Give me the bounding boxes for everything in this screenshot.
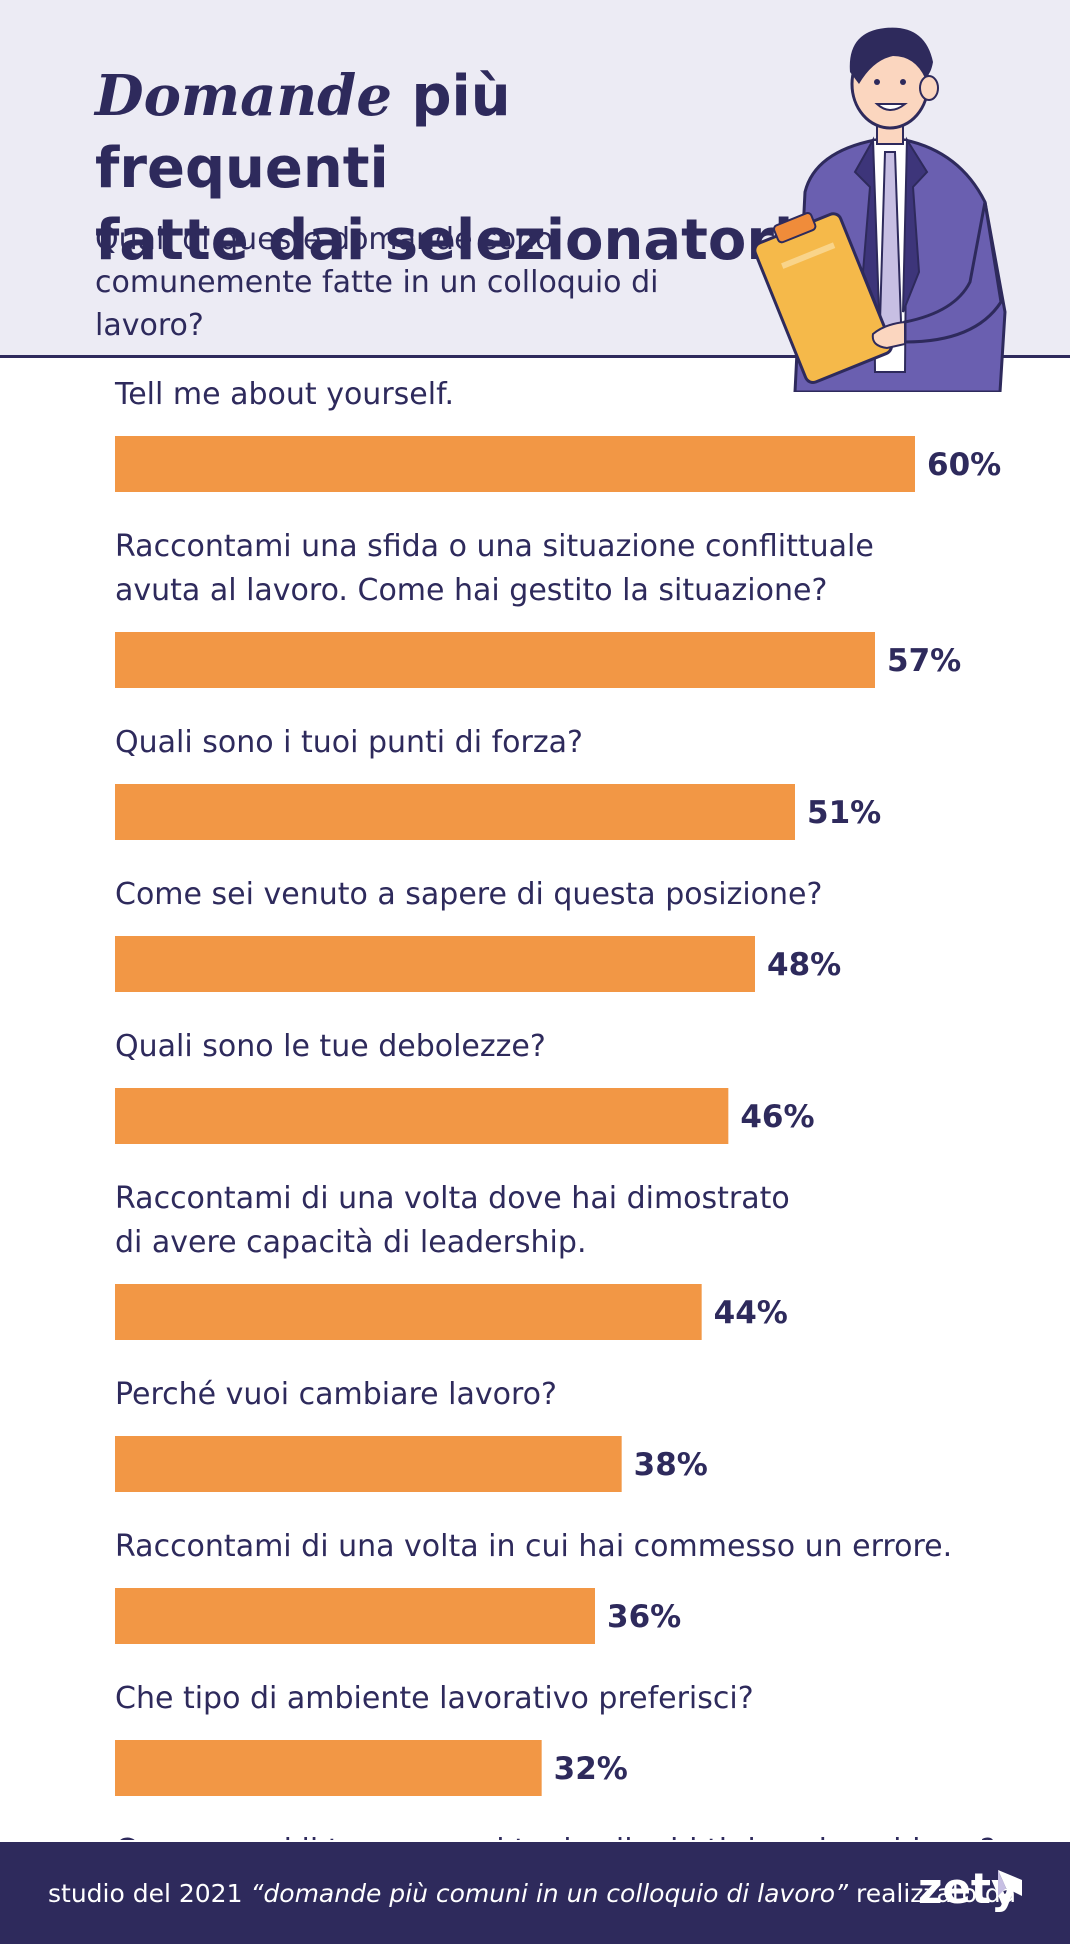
bar	[115, 632, 875, 688]
value-label: 46%	[740, 1099, 814, 1135]
category-label: Raccontami una sfida o una situazione co…	[115, 529, 874, 564]
source-note-suffix: realizzato da	[848, 1879, 1017, 1908]
value-label: 32%	[554, 1751, 628, 1787]
bar	[115, 1088, 729, 1144]
bar	[115, 784, 795, 840]
title-emphasis: Domande	[95, 63, 392, 129]
businessman-with-clipboard-icon	[755, 27, 1007, 392]
title-line2: fatte dai selezionatori	[95, 208, 794, 273]
category-label: avuta al lavoro. Come hai gestito la sit…	[115, 573, 827, 608]
header: Domande più frequenti fatte dai selezion…	[0, 0, 1070, 392]
category-label: Quali sono le tue debolezze?	[115, 1029, 546, 1064]
bar	[115, 1740, 542, 1796]
value-label: 48%	[767, 947, 841, 983]
bar	[115, 936, 755, 992]
source-note-prefix: studio del 2021	[48, 1879, 251, 1908]
category-label: Raccontami di una volta in cui hai comme…	[115, 1529, 952, 1564]
value-label: 51%	[807, 795, 881, 831]
category-label: Tell me about yourself.	[114, 377, 454, 412]
value-label: 38%	[634, 1447, 708, 1483]
bar	[115, 1284, 702, 1340]
source-note: studio del 2021 “domande più comuni in u…	[48, 1879, 1016, 1909]
category-label: Raccontami di una volta dove hai dimostr…	[115, 1181, 790, 1216]
category-label: Quali sono i tuoi punti di forza?	[115, 725, 583, 760]
category-label: Che tipo di ambiente lavorativo preferis…	[115, 1681, 754, 1716]
zety-logo-icon	[998, 1870, 1022, 1896]
bar	[115, 436, 915, 492]
category-label: Come sei venuto a sapere di questa posiz…	[115, 877, 822, 912]
value-label: 36%	[607, 1599, 681, 1635]
category-label: Perché vuoi cambiare lavoro?	[115, 1377, 557, 1412]
subtitle: Quali di queste domande sono comunemente…	[95, 222, 659, 343]
value-label: 60%	[927, 447, 1001, 483]
bar	[115, 1588, 595, 1644]
bar-chart-svg: Tell me about yourself. 60% Raccontami una…	[114, 377, 1001, 1840]
category-label: Come pensi il tuo capo e i tuoi colleghi…	[115, 1833, 996, 1840]
page-title: Domande più frequenti fatte dai selezion…	[95, 60, 795, 277]
footer: studio del 2021 “domande più comuni in u…	[0, 1842, 1070, 1944]
value-label: 57%	[887, 643, 961, 679]
bar	[115, 1436, 622, 1492]
value-label: 44%	[714, 1295, 788, 1331]
category-label: di avere capacità di leadership.	[115, 1225, 586, 1260]
title-rest: più frequenti	[95, 64, 511, 201]
source-note-title: “domande più comuni in un colloquio di l…	[250, 1879, 849, 1908]
bar-chart: Tell me about yourself. 60% Raccontami una…	[0, 360, 1070, 1840]
